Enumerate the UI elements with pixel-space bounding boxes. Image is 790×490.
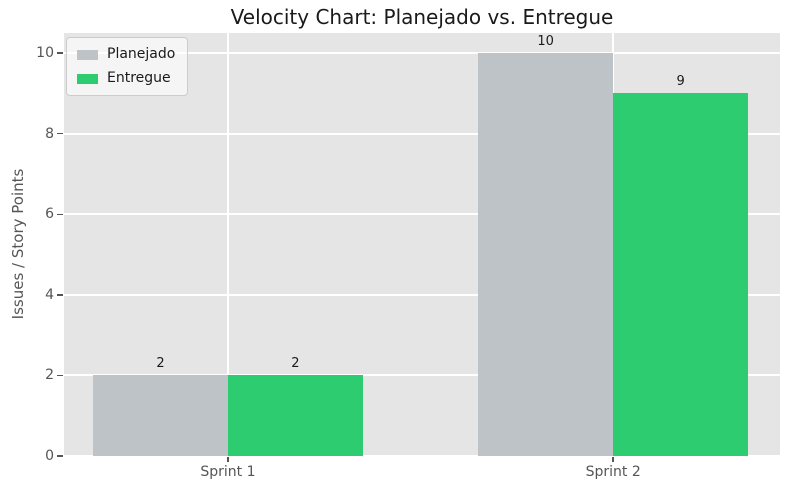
y-tick-mark bbox=[57, 132, 63, 135]
y-tick-label: 6 bbox=[45, 206, 54, 223]
y-tick-mark bbox=[57, 455, 63, 457]
chart-title: Velocity Chart: Planejado vs. Entregue bbox=[230, 5, 614, 29]
y-tick-mark bbox=[57, 294, 63, 296]
legend-item-entregue: Entregue bbox=[77, 70, 175, 87]
plot-area: 2 2 10 9 Planejado Entregue bbox=[64, 33, 780, 457]
legend-label: Planejado bbox=[107, 46, 176, 62]
y-tick-label: 4 bbox=[45, 286, 54, 303]
bar-value-label: 10 bbox=[537, 34, 554, 50]
bar-entregue-2 bbox=[613, 93, 749, 456]
legend: Planejado Entregue bbox=[66, 37, 189, 96]
bar-planejado-1 bbox=[92, 375, 228, 456]
y-tick-mark bbox=[57, 52, 63, 54]
y-tick-label: 8 bbox=[45, 125, 54, 142]
x-tick-label-2: Sprint 2 bbox=[585, 464, 641, 480]
horizontal-gridline bbox=[64, 455, 780, 457]
horizontal-gridline bbox=[64, 213, 780, 216]
x-tick-mark bbox=[612, 457, 614, 462]
horizontal-gridline bbox=[64, 293, 780, 296]
y-tick-label: 0 bbox=[45, 448, 54, 464]
x-tick-label-1: Sprint 1 bbox=[200, 464, 256, 480]
bar-value-label: 9 bbox=[676, 74, 685, 90]
y-tick-label: 2 bbox=[45, 367, 54, 384]
y-tick-mark bbox=[57, 213, 63, 216]
legend-swatch-planejado bbox=[77, 49, 98, 60]
legend-label: Entregue bbox=[107, 70, 171, 86]
x-tick-mark bbox=[227, 457, 229, 462]
bar-value-label: 2 bbox=[291, 356, 300, 372]
y-tick-mark bbox=[57, 374, 63, 377]
bar-entregue-1 bbox=[227, 375, 363, 456]
legend-swatch-entregue bbox=[77, 73, 98, 84]
y-tick-label: 10 bbox=[36, 45, 54, 62]
horizontal-gridline bbox=[64, 132, 780, 135]
horizontal-gridline bbox=[64, 52, 780, 55]
bar-planejado-2 bbox=[478, 53, 614, 456]
horizontal-gridline bbox=[64, 374, 780, 377]
legend-item-planejado: Planejado bbox=[77, 46, 175, 63]
vertical-gridline bbox=[226, 33, 229, 456]
bar-value-label: 2 bbox=[156, 356, 165, 372]
